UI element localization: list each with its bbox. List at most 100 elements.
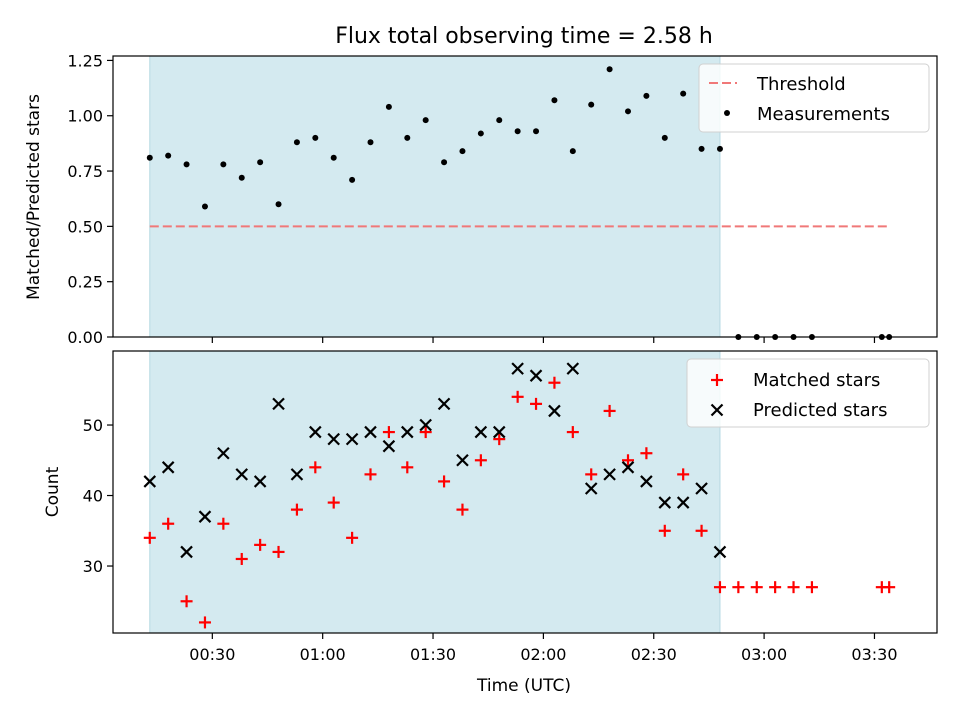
x-tick-label: 02:00 (520, 645, 566, 664)
x-stroke-b (143, 475, 157, 488)
x-axis-label: Time (UTC) (476, 676, 571, 696)
matched-star-marker (603, 404, 616, 417)
measurement-point (293, 139, 300, 146)
predicted-star-marker (253, 475, 267, 488)
measurement-point (201, 203, 208, 210)
matched-star-marker (382, 426, 395, 439)
measurement-point (275, 201, 282, 208)
y-tick-label: 0.00 (67, 328, 103, 347)
x-stroke-b (621, 461, 635, 474)
y-tick-label: 30 (83, 557, 103, 576)
measurement-point (367, 139, 374, 146)
matched-star-marker (254, 538, 267, 551)
measurement-point (625, 108, 631, 115)
x-tick-label: 03:30 (851, 645, 897, 664)
measurement-point (404, 134, 411, 141)
measurement-point (441, 159, 448, 166)
measurement-point (661, 134, 668, 141)
matched-star-marker (290, 503, 303, 516)
predicted-star-marker (511, 362, 524, 375)
matched-star-marker (677, 468, 690, 481)
x-stroke-b (327, 432, 340, 446)
measurement-point (257, 159, 264, 166)
x-stroke-b (710, 403, 724, 417)
predicted-star-marker (621, 461, 635, 474)
x-stroke-b (180, 545, 193, 559)
observing-interval-shade (149, 351, 720, 633)
x-stroke-b (713, 545, 727, 559)
measurement-point (330, 154, 337, 161)
legend-matched-swatch (711, 374, 723, 386)
measurement-point (533, 128, 540, 135)
y-tick-label: 40 (83, 487, 103, 506)
measurement-point (165, 152, 172, 159)
legend-predicted-label: Predicted stars (753, 400, 887, 421)
x-tick-label: 01:30 (410, 645, 456, 664)
matched-star-marker (272, 545, 285, 558)
x-stroke-b (290, 468, 304, 481)
x-stroke-b (640, 475, 653, 488)
matched-star-marker (732, 581, 745, 594)
matched-star-marker (548, 376, 561, 389)
measurement-point (422, 117, 429, 124)
predicted-star-marker (548, 404, 561, 418)
measurement-point (477, 130, 484, 137)
matched-star-marker (713, 581, 726, 594)
matched-star-marker (474, 454, 487, 467)
predicted-star-marker (474, 425, 488, 439)
predicted-star-marker (437, 397, 451, 411)
legend-predicted-swatch (710, 403, 724, 417)
legend: Matched stars Predicted stars (686, 358, 930, 428)
legend-box (686, 358, 930, 428)
x-stroke-b (364, 425, 377, 439)
axes-frame (112, 55, 938, 338)
matched-star-marker (511, 390, 524, 403)
predicted-star-marker (180, 545, 193, 559)
y-axis-label-count: Count (43, 466, 63, 517)
measurement-point (312, 134, 319, 141)
x-stroke-b (529, 369, 543, 382)
measurement-point (146, 154, 153, 161)
legend: Threshold Measurements (698, 63, 930, 133)
predicted-star-marker (327, 432, 340, 446)
lower-plot-counts: 30 40 50 00:30 01:00 01:30 02:00 02:30 03:00 03:3… (83, 350, 938, 664)
measurement-point (514, 128, 521, 135)
measurement-point (698, 145, 705, 152)
predicted-star-marker (695, 482, 708, 495)
matched-star-marker (235, 552, 248, 565)
measurement-point (349, 176, 356, 183)
x-stroke-b (548, 404, 561, 418)
matched-star-marker (585, 468, 598, 481)
matched-star-marker (805, 581, 818, 594)
predicted-star-marker (290, 468, 304, 481)
x-stroke-b (401, 425, 414, 439)
predicted-star-marker (676, 496, 690, 509)
measurement-point (238, 174, 245, 181)
predicted-star-marker (419, 418, 432, 432)
x-stroke-b (217, 446, 230, 460)
x-tick-label: 00:30 (189, 645, 235, 664)
matched-star-marker (327, 496, 340, 509)
measurement-point (385, 103, 392, 110)
matched-star-marker (309, 461, 322, 474)
matched-star-marker (162, 517, 175, 530)
measurement-point (459, 148, 466, 155)
x-stroke-b (309, 425, 322, 439)
x-stroke-b (511, 362, 524, 375)
x-stroke-b (161, 461, 175, 474)
measurement-point (183, 161, 190, 168)
x-stroke-b (198, 510, 212, 523)
matched-star-marker (493, 433, 506, 446)
y-axis-label-ratio: Matched/Predicted stars (24, 94, 44, 300)
predicted-star-marker (640, 475, 653, 488)
predicted-star-marker (492, 425, 506, 439)
predicted-star-marker (235, 468, 249, 481)
matched-star-marker (787, 581, 800, 594)
predicted-star-marker (529, 369, 543, 382)
predicted-star-marker (161, 461, 175, 474)
matched-star-marker (217, 517, 230, 530)
x-stroke-b (419, 418, 432, 432)
x-stroke-b (382, 439, 396, 453)
legend-measurements-label: Measurements (757, 104, 890, 125)
measurement-point (680, 90, 687, 97)
